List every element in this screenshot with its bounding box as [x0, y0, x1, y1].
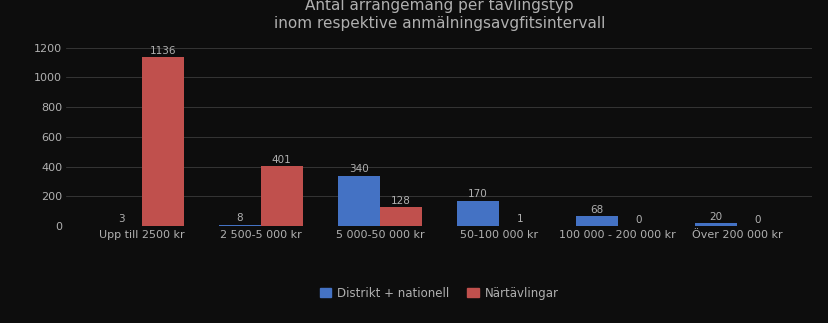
Legend: Distrikt + nationell, Närtävlingar: Distrikt + nationell, Närtävlingar [315, 282, 563, 305]
Bar [695, 223, 736, 226]
Text: 1136: 1136 [149, 46, 176, 56]
Text: 170: 170 [468, 189, 488, 199]
Text: 0: 0 [635, 214, 641, 224]
Title: Antal arrangemang per tävlingstyp
inom respektive anmälningsavgfitsintervall: Antal arrangemang per tävlingstyp inom r… [273, 0, 604, 31]
Bar [219, 225, 261, 226]
Text: 20: 20 [709, 212, 722, 222]
Text: 3: 3 [118, 214, 124, 224]
Bar [457, 201, 498, 226]
Bar [379, 207, 421, 226]
Bar [261, 166, 302, 226]
Bar [575, 216, 617, 226]
Text: 401: 401 [272, 155, 291, 165]
Text: 0: 0 [753, 214, 760, 224]
Text: 340: 340 [349, 164, 368, 174]
Text: 68: 68 [590, 204, 603, 214]
Bar [142, 57, 183, 226]
Text: 8: 8 [237, 214, 243, 224]
Bar [338, 175, 379, 226]
Text: 128: 128 [390, 196, 410, 205]
Text: 1: 1 [516, 214, 522, 224]
